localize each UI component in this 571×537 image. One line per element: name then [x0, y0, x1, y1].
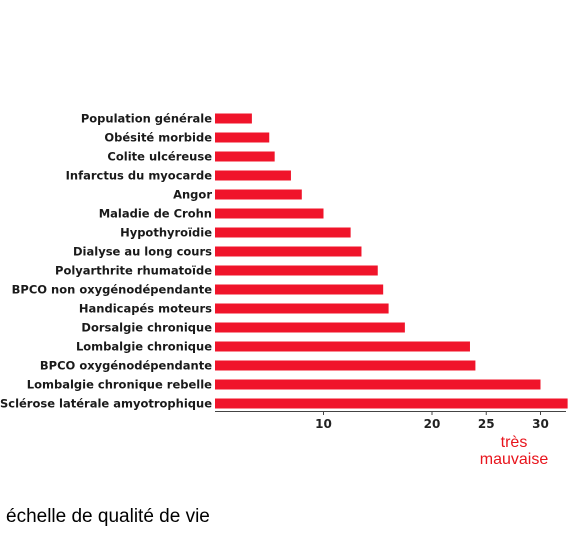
category-label: Obésité morbide	[104, 131, 212, 145]
category-label: Hypothyroïdie	[120, 226, 212, 240]
bar	[215, 189, 302, 200]
category-label: Maladie de Crohn	[99, 207, 212, 221]
category-label: Colite ulcéreuse	[107, 150, 212, 164]
category-label: Handicapés moteurs	[79, 302, 212, 316]
category-label: BPCO oxygénodépendante	[40, 359, 212, 373]
bar	[215, 379, 541, 390]
bar	[215, 341, 470, 352]
category-label: Dorsalgie chronique	[81, 321, 212, 335]
bar	[215, 170, 291, 181]
category-label: BPCO non oxygénodépendante	[12, 283, 213, 297]
bar	[215, 303, 389, 314]
x-tick-label: 20	[424, 417, 441, 431]
category-label: Lombalgie chronique	[76, 340, 212, 354]
bar	[215, 360, 476, 371]
bar	[215, 246, 362, 257]
category-label: Population générale	[81, 112, 212, 126]
bar	[215, 284, 384, 295]
category-label: Infarctus du myocarde	[66, 169, 213, 183]
category-label: Angor	[173, 188, 212, 202]
bar	[215, 132, 270, 143]
bar	[215, 227, 351, 238]
bar	[215, 398, 568, 409]
x-tick-label: 10	[315, 417, 332, 431]
bar	[215, 322, 405, 333]
x-tick-label: 30	[532, 417, 549, 431]
bar	[215, 208, 324, 219]
category-label: Lombalgie chronique rebelle	[27, 378, 212, 392]
bar	[215, 113, 252, 124]
x-axis-label: échelle de qualité de vie	[6, 506, 210, 527]
category-label: Sclérose latérale amyotrophique	[0, 397, 212, 411]
chart-annotation: très mauvaise	[479, 434, 549, 468]
category-label: Dialyse au long cours	[73, 245, 212, 259]
bar	[215, 151, 275, 162]
category-label: Polyarthrite rhumatoïde	[55, 264, 212, 278]
x-tick-label: 25	[478, 417, 495, 431]
bar	[215, 265, 378, 276]
